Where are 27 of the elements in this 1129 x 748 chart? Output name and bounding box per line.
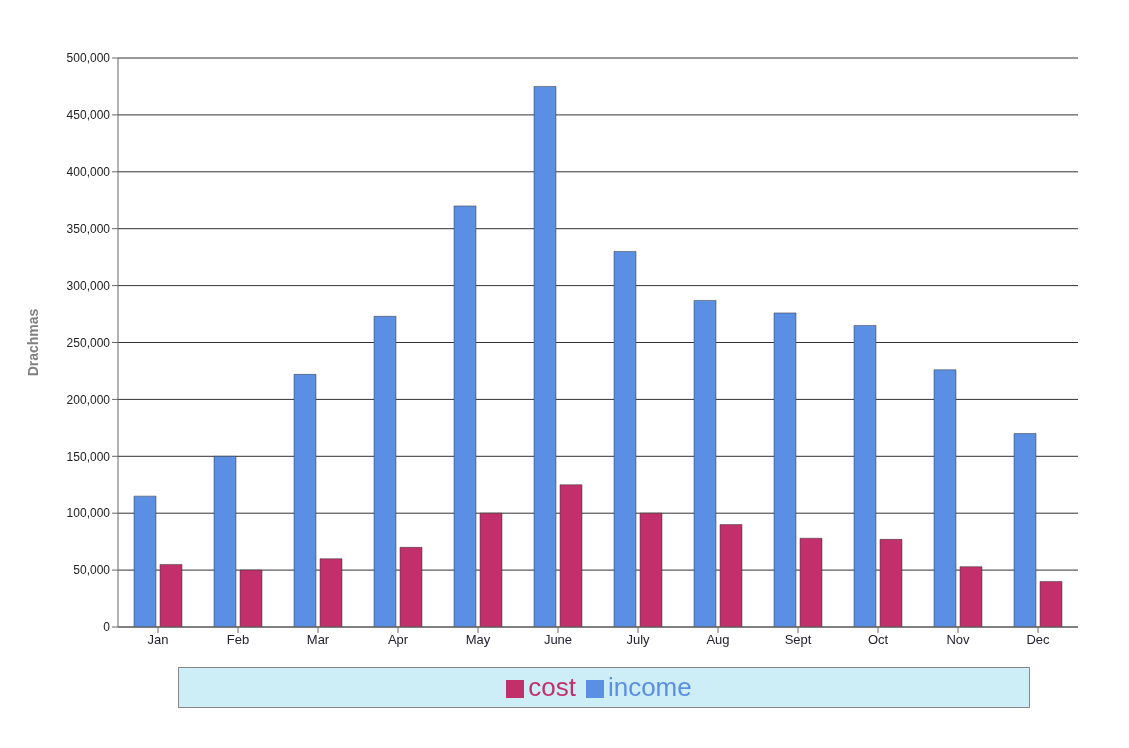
y-tick-label: 300,000 — [66, 278, 111, 293]
x-tick-label: Nov — [946, 632, 971, 648]
y-tick-label: 150,000 — [66, 449, 111, 464]
x-tick-label: Jan — [147, 632, 169, 648]
legend-label: cost — [528, 672, 576, 702]
y-tick-label: 350,000 — [66, 221, 111, 236]
x-tick-label: Feb — [226, 632, 250, 648]
x-tick-label: Aug — [706, 632, 730, 648]
y-tick-label: 450,000 — [66, 108, 111, 123]
y-tick-label: 0 — [103, 620, 111, 635]
bar — [1039, 581, 1063, 627]
legend-label: income — [607, 672, 692, 702]
y-tick-label: 500,000 — [66, 51, 111, 66]
y-tick-label: 200,000 — [66, 392, 111, 407]
y-tick-label: 250,000 — [66, 335, 111, 350]
y-tick-label: 50,000 — [73, 563, 111, 578]
y-axis-title: Drachmas — [24, 308, 41, 377]
x-tick-label: July — [626, 632, 651, 648]
x-tick-label: Oct — [867, 632, 889, 648]
x-tick-label: June — [543, 632, 573, 648]
x-tick-label: May — [465, 632, 491, 648]
x-tick-label: Dec — [1026, 632, 1051, 648]
x-tick-label: Mar — [306, 632, 330, 648]
x-tick-label: Apr — [387, 632, 409, 648]
x-tick-label: Sept — [784, 632, 812, 648]
y-tick-label: 100,000 — [66, 506, 111, 521]
y-tick-label: 400,000 — [66, 165, 111, 180]
